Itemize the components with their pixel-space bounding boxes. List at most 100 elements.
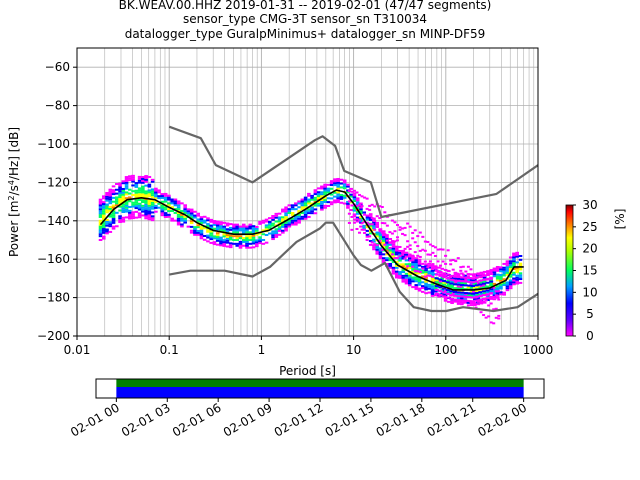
density-cell <box>512 252 516 255</box>
density-cell <box>482 284 486 287</box>
density-cell <box>111 221 116 224</box>
density-cell <box>388 251 393 254</box>
density-cell <box>358 231 362 234</box>
density-cell <box>434 281 439 284</box>
density-cell <box>350 228 354 231</box>
density-cell <box>477 273 481 276</box>
density-cell <box>137 177 142 180</box>
density-cell <box>456 287 461 290</box>
density-cell <box>407 284 412 287</box>
density-cell <box>215 220 220 223</box>
density-cell <box>173 198 178 201</box>
density-cell <box>274 216 279 219</box>
density-cell <box>489 272 494 275</box>
density-cell <box>394 251 399 254</box>
density-cell <box>444 262 448 265</box>
density-cell <box>170 219 174 222</box>
density-cell <box>281 210 285 213</box>
density-cell <box>505 283 510 286</box>
density-cell <box>225 239 230 242</box>
density-cell <box>189 220 194 223</box>
density-cell <box>105 232 109 235</box>
density-cell <box>144 200 148 203</box>
density-cell <box>215 239 220 242</box>
density-cell <box>478 291 483 294</box>
density-cell <box>180 213 184 216</box>
density-cell <box>474 276 479 279</box>
density-cell <box>469 283 473 286</box>
density-cell <box>290 206 295 209</box>
density-cell <box>202 238 207 241</box>
density-cell <box>508 281 513 284</box>
density-cell <box>467 300 472 303</box>
density-cell <box>442 279 447 282</box>
density-cell <box>307 202 311 205</box>
density-cell <box>381 257 386 260</box>
density-cell <box>277 226 282 229</box>
density-cell <box>105 195 109 198</box>
density-cell <box>404 282 409 285</box>
density-cell <box>163 206 168 209</box>
density-cell <box>173 219 178 222</box>
density-cell <box>144 203 148 206</box>
density-cell <box>394 266 399 269</box>
density-cell <box>381 259 386 262</box>
density-cell <box>378 232 383 235</box>
density-cell <box>150 194 155 197</box>
density-cell <box>238 246 243 249</box>
density-cell <box>228 228 233 231</box>
density-cell <box>241 240 246 243</box>
density-cell <box>258 232 262 235</box>
density-cell <box>360 205 364 208</box>
density-cell <box>98 212 103 215</box>
density-cell <box>481 294 486 297</box>
density-cell <box>209 220 214 223</box>
density-cell <box>241 237 246 240</box>
density-cell <box>492 322 496 325</box>
density-cell <box>118 209 122 212</box>
density-cell <box>443 299 448 302</box>
density-cell <box>268 220 272 223</box>
density-cell <box>271 230 275 233</box>
density-cell <box>336 195 340 198</box>
density-cell <box>421 248 425 251</box>
density-cell <box>261 233 266 236</box>
density-cell <box>450 302 454 305</box>
density-cell <box>313 212 318 215</box>
density-cell <box>196 214 200 217</box>
density-cell <box>274 235 279 238</box>
density-cell <box>215 224 220 227</box>
density-cell <box>101 231 106 234</box>
density-cell <box>98 233 103 236</box>
density-cell <box>294 223 298 226</box>
density-cell <box>456 279 461 282</box>
density-cell <box>497 317 501 320</box>
density-cell <box>426 274 430 277</box>
density-cell <box>482 280 487 283</box>
density-cell <box>333 201 337 204</box>
density-cell <box>347 221 351 224</box>
density-cell <box>98 225 103 228</box>
density-cell <box>365 216 370 219</box>
density-cell <box>346 202 350 205</box>
density-cell <box>297 215 301 218</box>
density-cell <box>219 228 223 231</box>
density-cell <box>154 204 158 207</box>
density-cell <box>281 208 285 211</box>
density-cell <box>108 207 113 210</box>
density-cell <box>375 221 380 224</box>
density-cell <box>111 210 116 213</box>
density-cell <box>428 253 432 256</box>
density-cell <box>411 276 415 279</box>
density-cell <box>167 215 171 218</box>
density-cell <box>463 284 468 287</box>
density-cell <box>264 220 269 223</box>
density-cell <box>202 219 207 222</box>
density-cell <box>333 191 337 194</box>
density-cell <box>375 243 380 246</box>
density-cell <box>163 208 168 211</box>
density-cell <box>430 279 435 282</box>
density-cell <box>424 282 428 285</box>
density-cell <box>219 236 223 239</box>
density-cell <box>186 210 191 213</box>
